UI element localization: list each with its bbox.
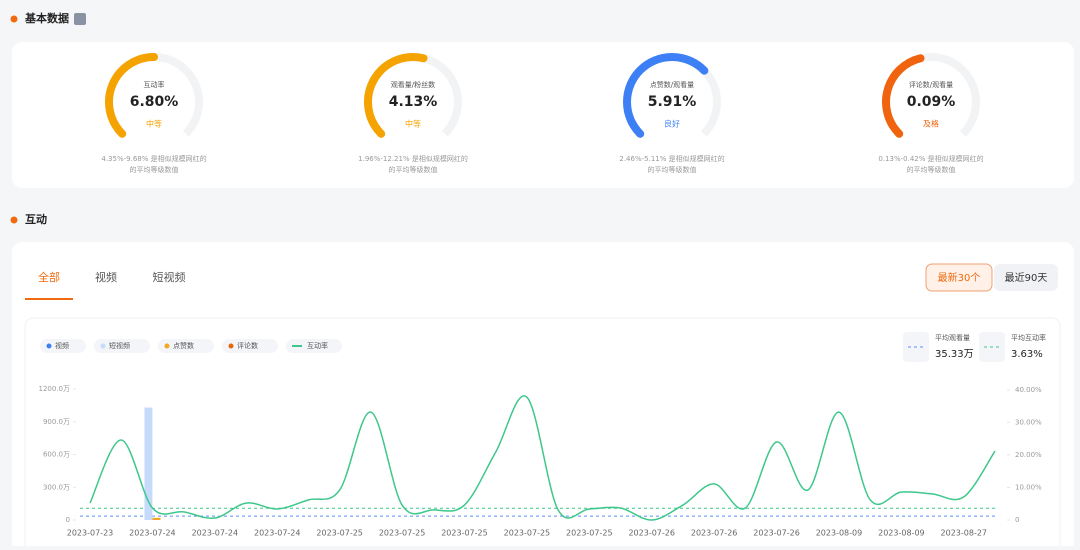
gauge-value: 6.80% [130,94,179,110]
legend-swatch [164,343,170,349]
tab[interactable]: 短视频 [153,270,186,284]
tab[interactable]: 视频 [95,270,117,284]
x-tick-label: 2023-07-26 [628,529,675,538]
tick-label: 300.0万 [43,483,70,491]
bar [152,517,161,520]
gauge-label: 观看量/粉丝数 [391,80,435,89]
gauge-fill [623,53,709,138]
gauge-range: 2.46%-5.11% 是相似规模网红的 [619,154,724,163]
tick-label: 30.00% [1015,419,1042,427]
x-tick-label: 2023-07-26 [691,529,738,538]
gauge-range: 4.35%-9.68% 是相似规模网红的 [101,154,206,163]
tick-label: 10.00% [1015,484,1042,492]
chart-card [24,317,1061,550]
gauge-range: 1.96%-12.21% 是相似规模网红的 [358,154,468,163]
tick-label: 1200.0万 [39,385,71,393]
legend-label: 点赞数 [173,341,194,350]
legend-label: 视频 [55,341,69,350]
stat-value: 3.63% [1011,349,1043,360]
x-tick-label: 2023-07-26 [753,529,800,538]
tick-label: 40.00% [1015,386,1042,394]
card [12,42,1074,188]
x-tick-label: 2023-07-24 [192,529,239,538]
x-tick-label: 2023-07-24 [254,529,301,538]
legend-pill[interactable] [286,339,342,353]
gauge-fill [364,53,428,138]
gauge-value: 0.09% [907,94,956,110]
tick-label: 900.0万 [43,418,70,426]
gauge-value: 5.91% [648,94,697,110]
x-tick-label: 2023-08-27 [941,529,988,538]
tick-label: 20.00% [1015,451,1042,459]
button-label[interactable]: 最新30个 [938,271,981,284]
tab[interactable]: 全部 [38,270,60,284]
gauge-label: 互动率 [144,80,165,89]
gauge-label: 评论数/观看量 [909,80,953,89]
legend-pill[interactable] [158,339,214,353]
copy-icon[interactable] [74,13,86,25]
gauge-level: 良好 [664,119,680,129]
gauge-value: 4.13% [389,94,438,110]
x-tick-label: 2023-07-25 [379,529,426,538]
gauge-level: 中等 [146,119,162,129]
gauge-level: 及格 [923,119,939,129]
bar [144,407,153,520]
stat-label: 平均互动率 [1011,333,1046,342]
legend-swatch [46,343,52,349]
gauge-level: 中等 [405,119,421,129]
gauge-fill [882,54,925,138]
x-tick-label: 2023-08-09 [878,529,925,538]
legend-swatch [228,343,234,349]
gauge-fill [105,53,158,138]
legend-swatch [100,343,106,349]
x-tick-label: 2023-07-25 [566,529,613,538]
gauge-note: 的平均等级数值 [130,165,179,174]
x-tick-label: 2023-07-25 [316,529,363,538]
section-title: 互动 [25,212,47,226]
gauge-note: 的平均等级数值 [907,165,956,174]
button-label[interactable]: 最近90天 [1005,271,1048,284]
button[interactable] [994,264,1058,291]
button-active[interactable] [925,263,993,292]
gauge-note: 的平均等级数值 [648,165,697,174]
section-title: 基本数据 [24,11,69,25]
gauge-note: 的平均等级数值 [389,165,438,174]
legend-pill[interactable] [94,339,150,353]
legend-label: 短视频 [109,341,130,350]
gauge-label: 点赞数/观看量 [650,80,694,89]
x-tick-label: 2023-08-09 [816,529,863,538]
section-dot [10,216,18,224]
legend-pill[interactable] [222,339,278,353]
gauge-range: 0.13%-0.42% 是相似规模网红的 [878,154,983,163]
section-dot [10,15,18,23]
x-tick-label: 2023-07-25 [504,529,551,538]
line-series [89,395,996,521]
stat-label: 平均观看量 [935,333,970,342]
tick-label: 600.0万 [43,451,70,459]
legend-pill[interactable] [40,339,86,353]
x-tick-label: 2023-07-25 [441,529,488,538]
legend-label: 评论数 [237,341,258,350]
x-tick-label: 2023-07-23 [67,529,114,538]
tick-label: 0 [66,516,70,524]
x-tick-label: 2023-07-24 [129,529,176,538]
tick-label: 0 [1015,516,1019,524]
legend-label: 互动率 [307,341,328,350]
stat-value: 35.33万 [935,349,974,360]
